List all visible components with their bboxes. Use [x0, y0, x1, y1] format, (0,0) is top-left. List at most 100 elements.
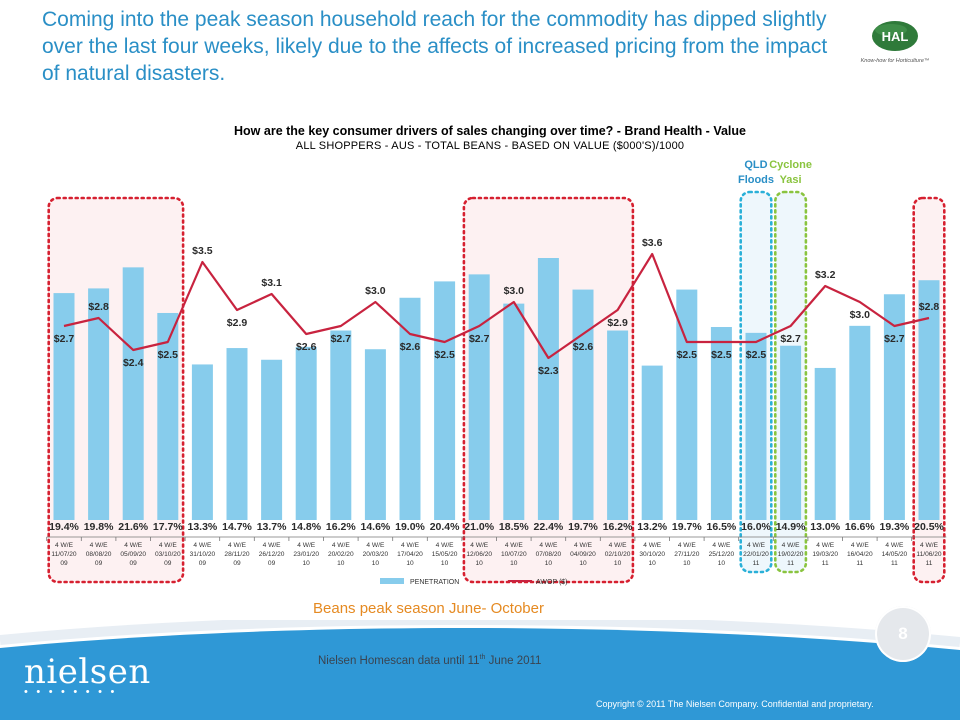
penetration-value-label: 19.0%	[395, 521, 425, 533]
penetration-bar	[572, 289, 594, 520]
x-tick-label: 30/10/20	[639, 551, 665, 558]
awop-value-label: $3.0	[850, 309, 871, 321]
penetration-value-label: 18.5%	[499, 521, 529, 533]
penetration-bar	[122, 267, 144, 520]
penetration-value-label: 16.0%	[741, 521, 771, 533]
penetration-bar	[226, 348, 248, 520]
x-tick-label: 16/04/20	[847, 551, 873, 558]
penetration-value-label: 14.8%	[291, 521, 321, 533]
penetration-bar	[88, 288, 110, 520]
data-source-sup: th	[479, 654, 486, 661]
x-tick-label: 11/06/20	[916, 551, 942, 558]
awop-value-label: $2.7	[780, 333, 801, 345]
penetration-bar	[330, 330, 352, 520]
x-tick-label: 4 W/E	[297, 542, 316, 549]
x-axis: 4 W/E 11/07/20 09 4 W/E 08/08/20 09 4 W/E 05/09…	[46, 536, 947, 567]
penetration-value-label: 19.7%	[568, 521, 598, 533]
awop-value-label: $3.2	[815, 269, 836, 281]
x-tick-label: 20/03/20	[363, 551, 389, 558]
penetration-value-label: 19.4%	[49, 521, 79, 533]
x-tick-label: 10	[303, 560, 311, 567]
x-tick-label: 4 W/E	[470, 542, 489, 549]
highlight-label: QLD	[744, 159, 767, 171]
penetration-value-label: 13.2%	[637, 521, 667, 533]
x-tick-label: 10	[372, 560, 380, 567]
awop-value-label: $3.5	[192, 245, 213, 257]
x-tick-label: 10	[614, 560, 622, 567]
awop-value-label: $2.5	[677, 349, 698, 361]
penetration-value-label: 19.7%	[672, 521, 702, 533]
x-tick-label: 12/06/20	[466, 551, 492, 558]
penetration-bar	[849, 325, 871, 520]
x-tick-label: 09	[60, 560, 68, 567]
awop-value-label: $2.3	[538, 365, 559, 377]
x-tick-label: 11	[822, 560, 829, 567]
x-tick-label: 10/07/20	[501, 551, 527, 558]
x-tick-label: 19/02/20	[778, 551, 804, 558]
x-tick-label: 4 W/E	[539, 542, 558, 549]
penetration-value-label: 14.6%	[361, 521, 391, 533]
chart-legend: PENETRATION AWOP ($)	[380, 578, 568, 586]
x-tick-label: 4 W/E	[782, 542, 801, 549]
x-tick-label: 05/09/20	[120, 551, 146, 558]
x-tick-label: 19/03/20	[812, 551, 838, 558]
x-tick-label: 4 W/E	[505, 542, 524, 549]
chart-title: How are the key consumer drivers of sale…	[234, 124, 746, 138]
x-tick-label: 10	[649, 560, 657, 567]
x-tick-label: 4 W/E	[366, 542, 385, 549]
x-tick-label: 4 W/E	[678, 542, 697, 549]
penetration-bar	[364, 349, 386, 520]
penetration-value-label: 13.7%	[257, 521, 287, 533]
x-tick-label: 11	[787, 560, 794, 567]
data-source-suffix: June 2011	[485, 654, 542, 667]
nielsen-logo-dots: ••••••••	[24, 686, 123, 698]
x-tick-label: 31/10/20	[190, 551, 216, 558]
x-tick-label: 4 W/E	[609, 542, 628, 549]
penetration-value-label: 14.7%	[222, 521, 252, 533]
x-tick-label: 11	[753, 560, 760, 567]
x-tick-label: 4 W/E	[747, 542, 766, 549]
x-tick-label: 23/01/20	[293, 551, 319, 558]
data-labels: $2.7 19.4% $2.8 19.8% $2.4 21.6% $2.5 17.7% $3.5…	[49, 237, 944, 533]
x-tick-label: 11	[856, 560, 863, 567]
penetration-bar	[468, 274, 490, 520]
x-tick-label: 09	[268, 560, 276, 567]
highlight-label: Cyclone	[769, 159, 812, 171]
penetration-bar	[676, 289, 698, 520]
x-tick-label: 25/12/20	[709, 551, 735, 558]
x-tick-label: 14/05/20	[882, 551, 908, 558]
x-tick-label: 10	[476, 560, 484, 567]
highlight-box	[47, 196, 185, 584]
x-tick-label: 4 W/E	[851, 542, 870, 549]
x-tick-label: 09	[233, 560, 241, 567]
footer-band-shape	[0, 627, 960, 720]
page-number: 8	[875, 606, 931, 662]
x-tick-label: 28/11/20	[224, 551, 250, 558]
x-tick-label: 04/09/20	[570, 551, 596, 558]
x-tick-label: 09	[164, 560, 172, 567]
chart-subtitle: ALL SHOPPERS - AUS - TOTAL BEANS - BASED…	[295, 140, 685, 152]
x-tick-label: 4 W/E	[401, 542, 420, 549]
x-tick-label: 27/11/20	[674, 551, 700, 558]
x-tick-label: 09	[95, 560, 103, 567]
legend-swatch-penetration	[380, 578, 404, 584]
awop-value-label: $3.6	[642, 237, 663, 249]
x-tick-label: 4 W/E	[193, 542, 212, 549]
awop-value-label: $2.5	[158, 349, 179, 361]
highlight-label: Floods	[738, 174, 774, 186]
awop-line	[63, 252, 930, 360]
x-tick-label: 10	[579, 560, 587, 567]
awop-value-label: $2.9	[227, 317, 248, 329]
x-tick-label: 26/12/20	[259, 551, 285, 558]
hal-logo-highlight	[875, 24, 907, 36]
x-tick-label: 09	[199, 560, 207, 567]
awop-value-label: $2.5	[746, 349, 767, 361]
penetration-value-label: 13.0%	[810, 521, 840, 533]
awop-value-label: $2.7	[469, 333, 490, 345]
penetration-bar	[261, 359, 283, 520]
penetration-bar	[918, 280, 940, 520]
awop-value-label: $2.7	[884, 333, 905, 345]
x-tick-label: 10	[545, 560, 553, 567]
x-tick-label: 11	[891, 560, 898, 567]
penetration-bar	[157, 312, 179, 520]
